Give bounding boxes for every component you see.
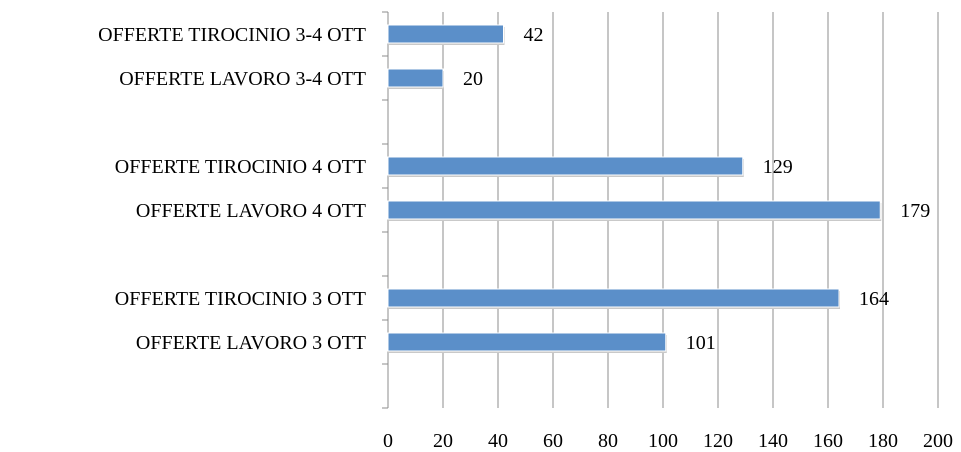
x-tick-label: 0 — [383, 430, 393, 452]
x-tick-label: 160 — [813, 430, 843, 452]
bar — [387, 288, 840, 308]
category-label: OFFERTE TIROCINIO 3-4 OTT — [98, 24, 366, 46]
data-label: 179 — [900, 200, 930, 222]
x-tick-label: 200 — [923, 430, 953, 452]
data-label: 20 — [463, 68, 483, 90]
bar — [387, 156, 744, 176]
category-label: OFFERTE LAVORO 4 OTT — [136, 200, 366, 222]
data-label: 129 — [763, 156, 793, 178]
x-tick-label: 80 — [598, 430, 618, 452]
bar — [387, 200, 881, 220]
data-labels: 42 20 129 179 164 101 — [463, 24, 930, 354]
x-tick-label: 40 — [488, 430, 508, 452]
bars — [387, 24, 882, 353]
x-tick-label: 20 — [433, 430, 453, 452]
data-label: 42 — [524, 24, 544, 46]
y-axis — [382, 11, 389, 409]
category-label: OFFERTE LAVORO 3-4 OTT — [119, 68, 366, 90]
category-label: OFFERTE TIROCINIO 4 OTT — [115, 156, 366, 178]
category-labels: OFFERTE TIROCINIO 3-4 OTT OFFERTE LAVORO … — [98, 24, 366, 354]
category-label: OFFERTE TIROCINIO 3 OTT — [115, 288, 366, 310]
x-tick-label: 180 — [868, 430, 898, 452]
bar — [387, 24, 504, 44]
x-tick-label: 120 — [703, 430, 733, 452]
category-label: OFFERTE LAVORO 3 OTT — [136, 332, 366, 354]
data-label: 101 — [686, 332, 716, 354]
x-tick-label: 60 — [543, 430, 563, 452]
x-tick-label: 100 — [648, 430, 678, 452]
x-tick-labels: 0 20 40 60 80 100 120 140 160 180 200 — [383, 430, 953, 452]
bar — [387, 332, 667, 352]
data-label: 164 — [859, 288, 889, 310]
x-tick-label: 140 — [758, 430, 788, 452]
bar — [387, 68, 444, 88]
